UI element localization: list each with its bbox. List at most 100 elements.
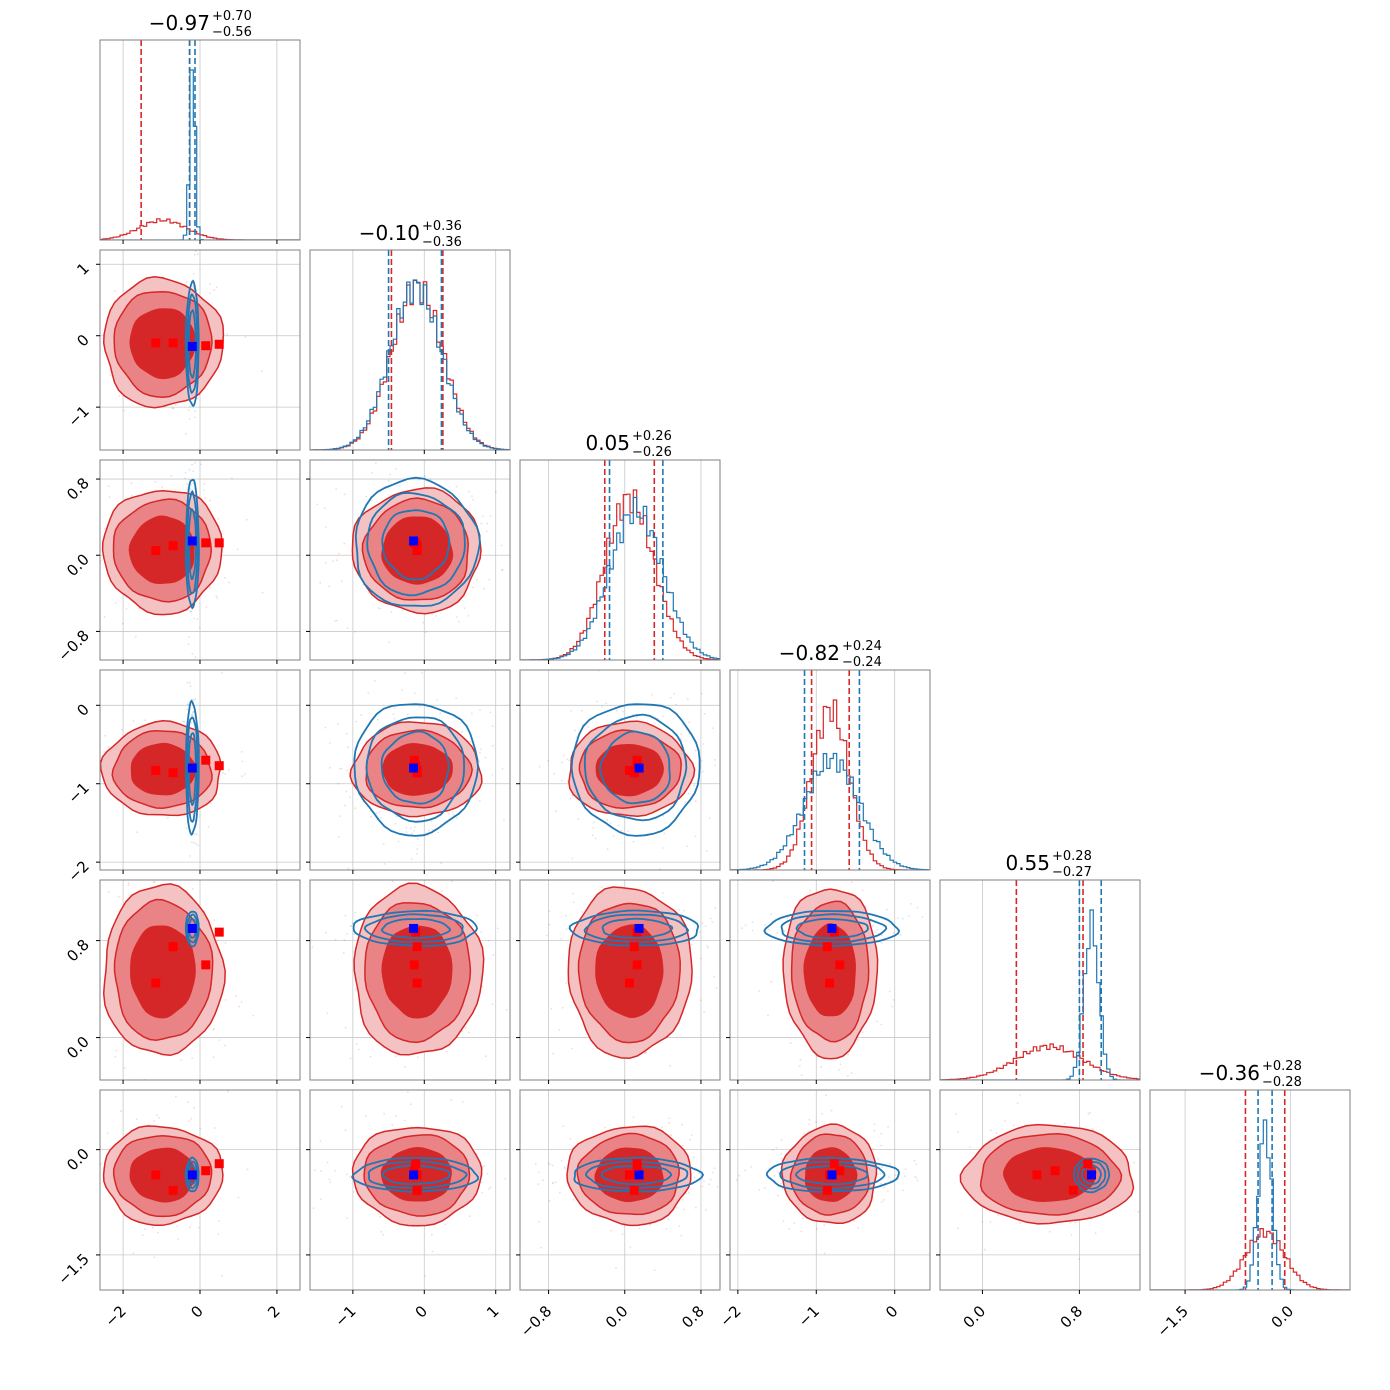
sample-point-red [208, 292, 211, 295]
sample-point-blue [191, 711, 194, 714]
sample-point-red [172, 407, 175, 410]
sample-point-red [215, 595, 218, 597]
sample-point-blue [680, 733, 682, 735]
sample-point-blue [627, 830, 629, 833]
sample-point-blue [183, 720, 186, 723]
panel-frame [519, 1089, 721, 1291]
sample-point-red [471, 495, 473, 497]
y-tick-label: 0.8 [63, 936, 93, 966]
panel-content [96, 670, 300, 870]
sample-point-blue [552, 1181, 554, 1184]
marker-blue [409, 923, 419, 933]
sample-point-blue [777, 1172, 780, 1174]
panel-content [310, 670, 510, 870]
sample-point-red [117, 895, 120, 898]
sample-point-red [850, 1072, 853, 1074]
sample-point-red [728, 1218, 730, 1220]
sample-point-blue [329, 1181, 332, 1184]
sample-point-red [220, 671, 223, 674]
sample-point-red [646, 1081, 648, 1083]
sample-point-red [997, 1214, 1000, 1216]
sample-point-red [605, 1100, 607, 1102]
sample-point-red [153, 1120, 156, 1122]
marker-red [1068, 1185, 1078, 1195]
sample-point-red [122, 622, 124, 625]
sample-point-blue [203, 489, 206, 492]
sample-point-red [916, 1194, 918, 1196]
sample-point-blue [188, 636, 190, 638]
sample-point-blue [879, 1173, 882, 1175]
sample-point-blue [694, 835, 697, 838]
sample-point-red [452, 814, 455, 816]
sample-point-red [354, 807, 357, 810]
sample-point-red [107, 485, 110, 487]
sample-point-blue [194, 410, 197, 413]
panel-frame [309, 669, 511, 871]
sample-point-blue [712, 727, 714, 729]
sample-point-red [383, 1112, 385, 1115]
sample-point-red [461, 1101, 464, 1103]
y-tick-label: −1 [64, 779, 92, 807]
sample-point-blue [316, 503, 319, 506]
sample-point-red [189, 1226, 191, 1229]
sample-point-blue [382, 842, 385, 845]
sample-point-red [312, 1207, 315, 1210]
sample-point-red [336, 559, 338, 562]
marker-red [151, 545, 161, 555]
sample-point-red [505, 1008, 508, 1011]
marker-red [214, 927, 224, 937]
sample-point-red [1091, 1128, 1094, 1130]
sample-point-red [114, 1055, 117, 1058]
sample-point-red [479, 751, 481, 754]
sample-point-red [135, 1118, 138, 1120]
sample-point-red [612, 835, 615, 837]
sample-point-blue [581, 709, 583, 712]
contour-blue-1 [583, 713, 688, 822]
sample-point-red [646, 1087, 648, 1089]
sample-point-red [713, 975, 716, 978]
sample-point-red [714, 759, 716, 761]
panel-content [916, 1090, 1147, 1290]
sample-point-blue [688, 721, 691, 724]
sample-point-blue [356, 922, 359, 924]
sample-point-blue [286, 1184, 288, 1186]
panel-frame [729, 1089, 931, 1291]
sample-point-red [538, 1220, 541, 1223]
sample-point-red [224, 576, 226, 579]
sample-point-blue [436, 699, 438, 701]
sample-point-red [486, 530, 488, 533]
sample-point-blue [764, 924, 767, 926]
histogram-blue [1150, 1119, 1350, 1290]
sample-point-red [103, 750, 106, 753]
sample-point-red [472, 498, 475, 501]
x-tick-label: −0.8 [517, 1302, 555, 1340]
x-tick-label: 1 [483, 1302, 502, 1321]
sample-point-red [95, 594, 97, 596]
sample-point-blue [491, 773, 494, 776]
sample-point-red [107, 746, 110, 749]
sample-point-red [154, 481, 157, 483]
sample-point-blue [192, 288, 195, 290]
sample-point-red [1094, 1232, 1097, 1234]
sample-point-red [445, 1050, 448, 1053]
sample-point-red [694, 800, 697, 802]
sample-point-red [645, 878, 647, 880]
sample-point-red [689, 1138, 691, 1141]
sample-point-blue [783, 929, 786, 932]
sample-point-red [995, 1132, 998, 1135]
sample-point-blue [736, 1179, 738, 1181]
sample-point-red [96, 813, 98, 815]
sample-point-red [228, 581, 231, 584]
sample-point-red [957, 1227, 960, 1230]
sample-point-blue [194, 461, 197, 464]
contour-blue-0 [184, 910, 200, 948]
sample-point-red [409, 1103, 412, 1106]
sample-point-red [212, 1056, 215, 1059]
sample-point-blue [190, 714, 193, 717]
sample-point-red [1145, 1169, 1147, 1171]
y-tick-label: 0.8 [63, 474, 93, 504]
sample-point-red [194, 656, 197, 659]
sample-point-blue [378, 811, 381, 814]
sample-point-blue [188, 478, 191, 481]
x-tick-label: −1.5 [1153, 1302, 1191, 1340]
